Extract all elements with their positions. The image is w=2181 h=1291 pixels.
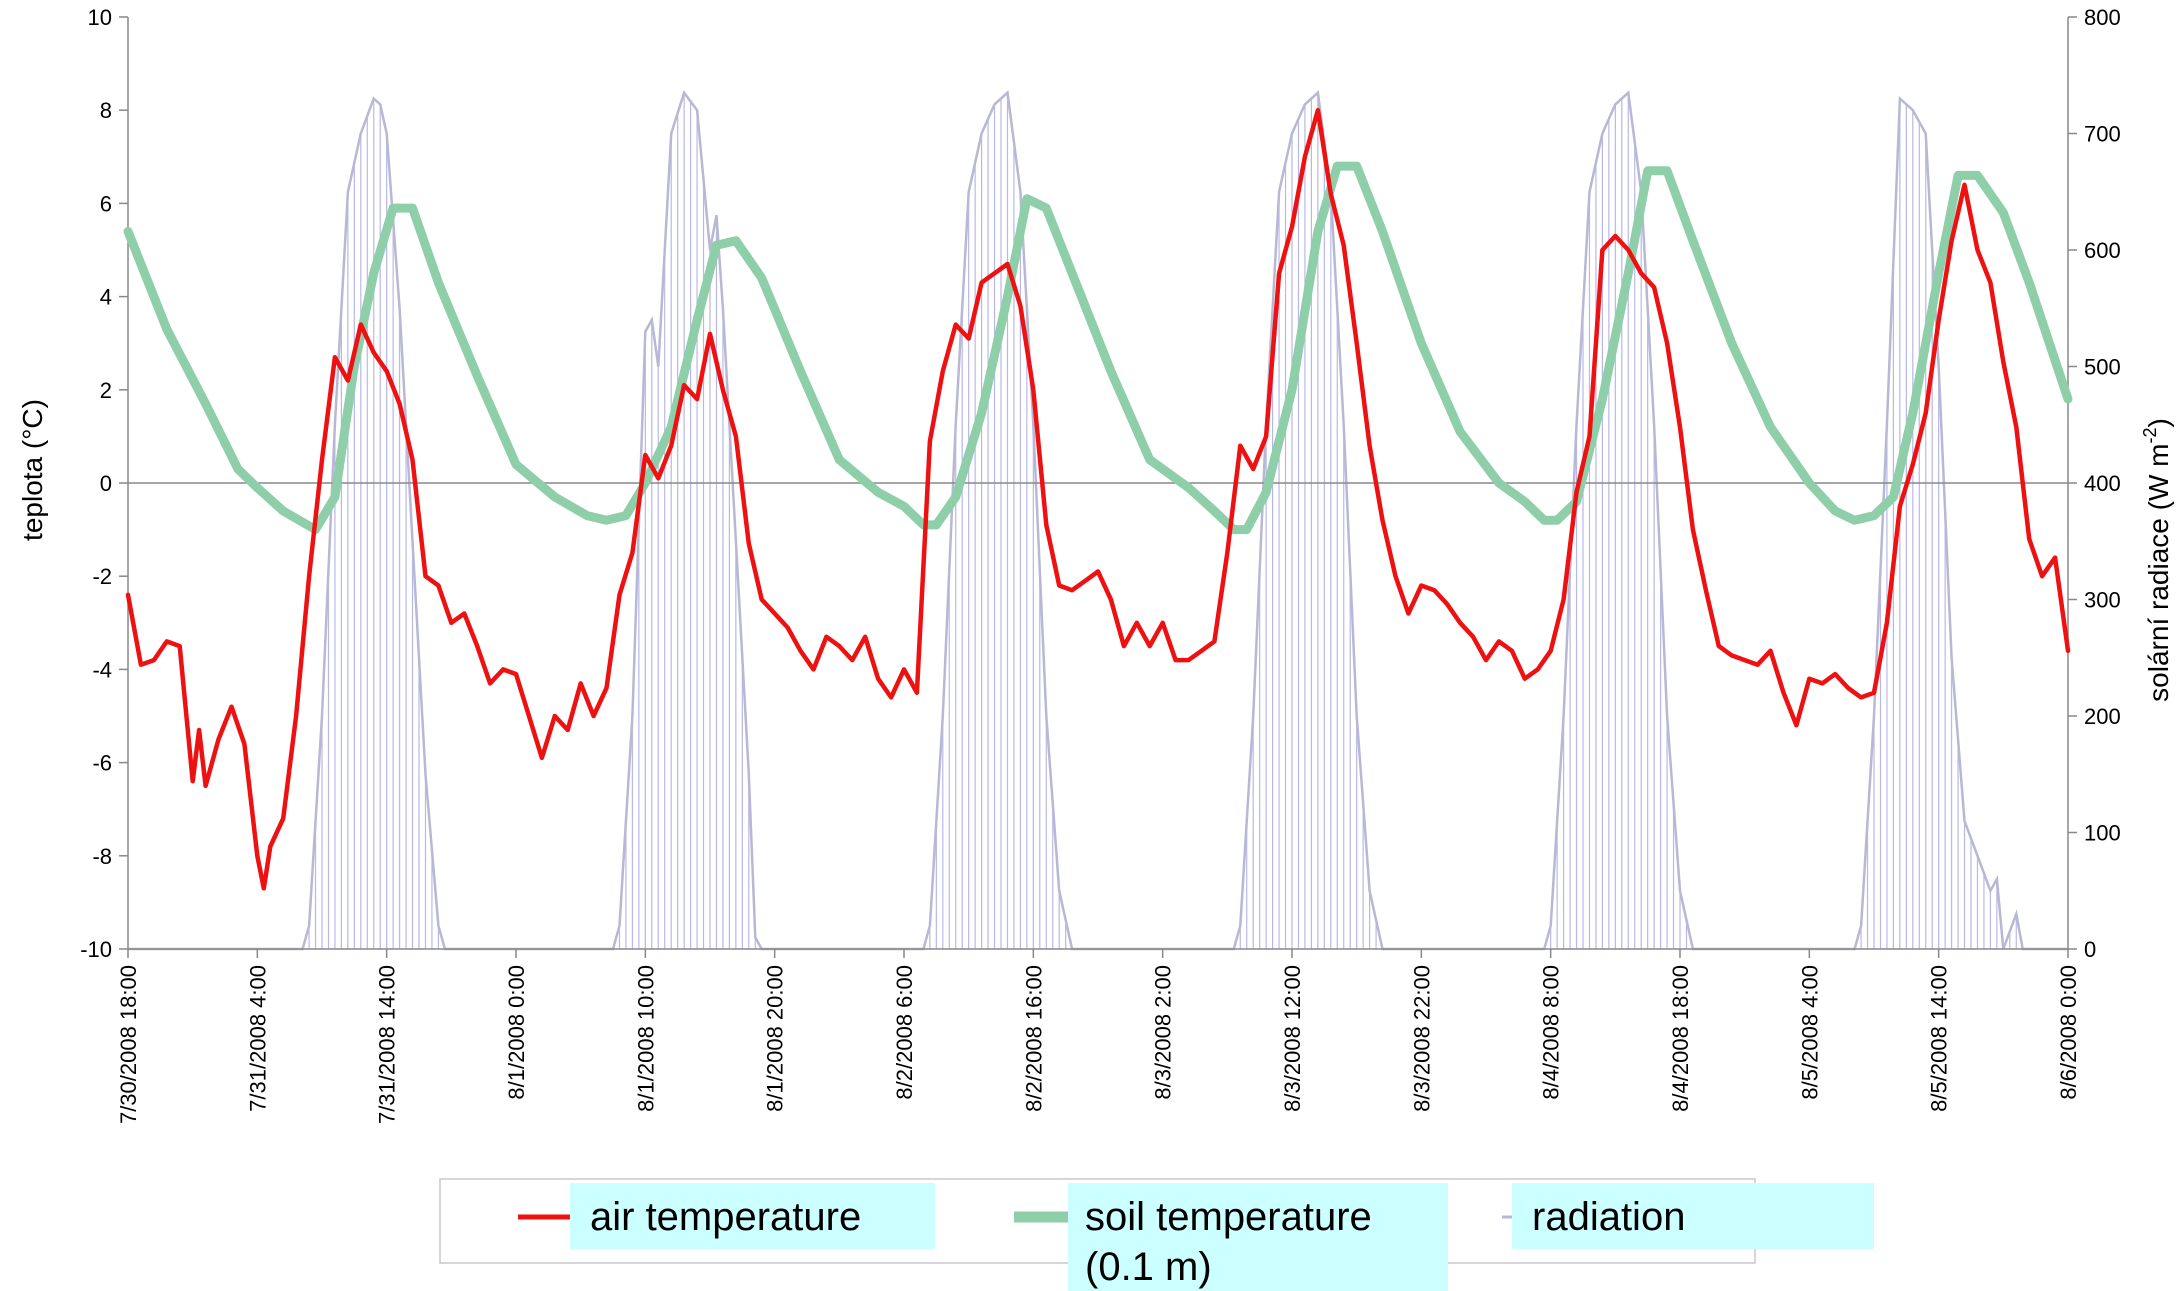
left-tick-label: -6 [92,751,112,776]
x-tick-label: 8/1/2008 20:00 [763,965,788,1112]
x-tick-label: 8/1/2008 10:00 [633,965,658,1112]
right-tick-label: 400 [2084,471,2121,496]
left-tick-label: -10 [80,937,112,962]
right-tick-label: 600 [2084,238,2121,263]
x-tick-label: 7/30/2008 18:00 [116,965,141,1124]
x-tick-label: 8/4/2008 8:00 [1539,965,1564,1100]
right-tick-label: 0 [2084,937,2096,962]
soil-temperature-line [123,161,2073,535]
x-tick-label: 8/1/2008 0:00 [504,965,529,1100]
left-tick-label: 6 [100,191,112,216]
x-tick-label: 8/4/2008 18:00 [1668,965,1693,1112]
x-tick-label: 8/3/2008 2:00 [1151,965,1176,1100]
radiation-series [128,89,2068,951]
right-tick-label: 100 [2084,821,2121,846]
legend-label-soil-temperature: soil temperature [1085,1195,1372,1239]
x-tick-label: 8/3/2008 22:00 [1409,965,1434,1112]
x-tick-label: 8/6/2008 0:00 [2056,965,2081,1100]
legend-label-bg-air-temperature [570,1183,935,1249]
legend-label-air-temperature: air temperature [590,1195,861,1239]
x-tick-label: 8/5/2008 14:00 [1927,965,1952,1112]
left-tick-label: 2 [100,378,112,403]
left-axis-title: teplota (°C) [17,399,48,541]
x-tick-label: 8/2/2008 16:00 [1021,965,1046,1112]
legend-label-bg-radiation [1512,1183,1874,1249]
legend-label-bg-soil-temperature [1068,1183,1448,1291]
right-axis-title: solární radiace (W m-2) [2140,418,2174,702]
left-tick-label: -8 [92,844,112,869]
x-tick-label: 8/5/2008 4:00 [1797,965,1822,1100]
right-tick-label: 200 [2084,704,2121,729]
temperature-series [123,107,2073,891]
legend-label-radiation: radiation [1532,1195,1685,1239]
right-tick-label: 500 [2084,355,2121,380]
x-tick-label: 7/31/2008 4:00 [245,965,270,1112]
x-tick-label: 8/3/2008 12:00 [1280,965,1305,1112]
left-tick-label: 0 [100,471,112,496]
x-tick-label: 8/2/2008 6:00 [892,965,917,1100]
air-temperature-line [125,107,2071,891]
left-tick-label: -2 [92,564,112,589]
tick-labels: -10-8-6-4-202468100100200300400500600700… [80,5,2121,1124]
left-tick-label: 10 [88,5,112,30]
left-tick-label: -4 [92,657,112,682]
axes [119,16,2077,958]
right-tick-label: 300 [2084,588,2121,613]
left-tick-label: 8 [100,98,112,123]
left-tick-label: 4 [100,285,112,310]
right-tick-label: 700 [2084,122,2121,147]
right-tick-label: 800 [2084,5,2121,30]
x-tick-label: 7/31/2008 14:00 [375,965,400,1124]
legend-label-soil-depth: (0.1 m) [1085,1245,1212,1289]
legend: air temperature soil temperature (0.1 m)… [439,1178,1874,1291]
